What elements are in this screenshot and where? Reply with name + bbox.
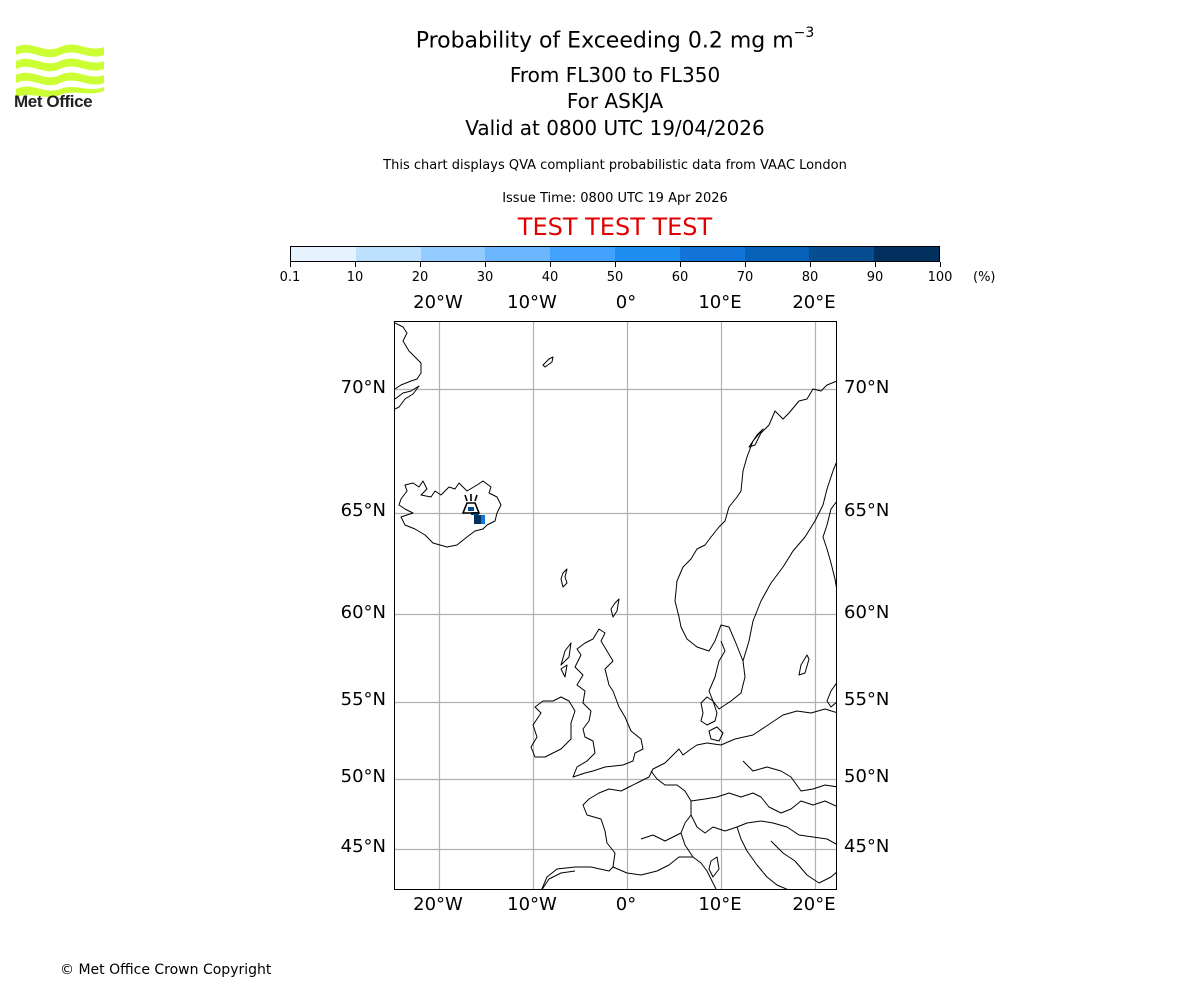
colorbar-tick-label: 50: [606, 270, 624, 285]
colorbar-tick: [290, 262, 291, 267]
colorbar-tick-label: 0.1: [279, 270, 301, 285]
lon-label-bottom: 20°W: [413, 894, 463, 915]
ash-plume: [468, 507, 485, 524]
lon-label-bottom: 0°: [615, 894, 637, 915]
colorbar-tick: [810, 262, 811, 267]
test-banner: TEST TEST TEST: [517, 213, 713, 241]
valid-time: Valid at 0800 UTC 19/04/2026: [465, 116, 765, 140]
volcano-name: For ASKJA: [566, 89, 664, 113]
colorbar-segment: [485, 247, 551, 261]
colorbar-tick: [745, 262, 746, 267]
volcano-icon: [461, 494, 481, 514]
lat-label-right: 70°N: [844, 377, 890, 398]
lon-label-top: 20°E: [792, 292, 836, 313]
colorbar-tick-label: 60: [671, 270, 689, 285]
logo-text: Met Office: [14, 92, 93, 111]
lon-label-bottom: 20°E: [792, 894, 836, 915]
lon-label-top: 10°E: [698, 292, 742, 313]
lon-label-top: 20°W: [413, 292, 463, 313]
colorbar-segment: [420, 247, 486, 261]
copyright-notice: © Met Office Crown Copyright: [60, 962, 272, 978]
lat-label-left: 65°N: [340, 500, 386, 521]
colorbar-tick-label: 70: [736, 270, 754, 285]
colorbar-tick: [550, 262, 551, 267]
colorbar-tick-label: 20: [411, 270, 429, 285]
colorbar-tick-label: 90: [866, 270, 884, 285]
lat-label-right: 60°N: [844, 602, 890, 623]
colorbar-tick-label: 100: [927, 270, 953, 285]
chart-description: This chart displays QVA compliant probab…: [383, 158, 847, 173]
plume-cell: [481, 515, 485, 524]
colorbar-tick-label: 30: [476, 270, 494, 285]
met-office-waves-icon: [16, 44, 104, 97]
colorbar-tick-label: 80: [801, 270, 819, 285]
colorbar-segment: [355, 247, 421, 261]
lat-label-left: 45°N: [340, 836, 386, 857]
map-panel[interactable]: [394, 321, 837, 890]
lat-label-right: 50°N: [844, 766, 890, 787]
colorbar-tick: [420, 262, 421, 267]
colorbar-segment: [679, 247, 745, 261]
lat-label-right: 45°N: [844, 836, 890, 857]
lat-label-right: 55°N: [844, 689, 890, 710]
colorbar-segment: [744, 247, 810, 261]
lon-label-top: 0°: [615, 292, 637, 313]
colorbar-segment: [291, 247, 356, 261]
colorbar-tick-label: 10: [346, 270, 364, 285]
issue-time: Issue Time: 0800 UTC 19 Apr 2026: [502, 191, 728, 206]
colorbar-tick: [485, 262, 486, 267]
colorbar-tick-label: 40: [541, 270, 559, 285]
colorbar: [290, 246, 940, 262]
colorbar-tick: [680, 262, 681, 267]
chart-title: Probability of Exceeding 0.2 mg m−3: [415, 25, 815, 54]
map-canvas: [395, 322, 836, 889]
lon-label-bottom: 10°E: [698, 894, 742, 915]
colorbar-tick: [875, 262, 876, 267]
colorbar-unit: (%): [973, 270, 996, 285]
lat-label-right: 65°N: [844, 500, 890, 521]
colorbar-tick: [615, 262, 616, 267]
plume-cell: [474, 515, 482, 524]
plume-cell: [468, 507, 474, 511]
colorbar-segment: [614, 247, 680, 261]
lon-label-top: 10°W: [507, 292, 557, 313]
colorbar-tick: [940, 262, 941, 267]
flight-level-range: From FL300 to FL350: [509, 63, 721, 87]
lat-label-left: 60°N: [340, 602, 386, 623]
coastlines: [395, 322, 836, 889]
colorbar-segment: [874, 247, 939, 261]
graticule: [395, 322, 836, 889]
lat-label-left: 55°N: [340, 689, 386, 710]
lat-label-left: 70°N: [340, 377, 386, 398]
lat-label-left: 50°N: [340, 766, 386, 787]
colorbar-segment: [550, 247, 615, 261]
colorbar-segment: [809, 247, 875, 261]
colorbar-tick: [355, 262, 356, 267]
lon-label-bottom: 10°W: [507, 894, 557, 915]
